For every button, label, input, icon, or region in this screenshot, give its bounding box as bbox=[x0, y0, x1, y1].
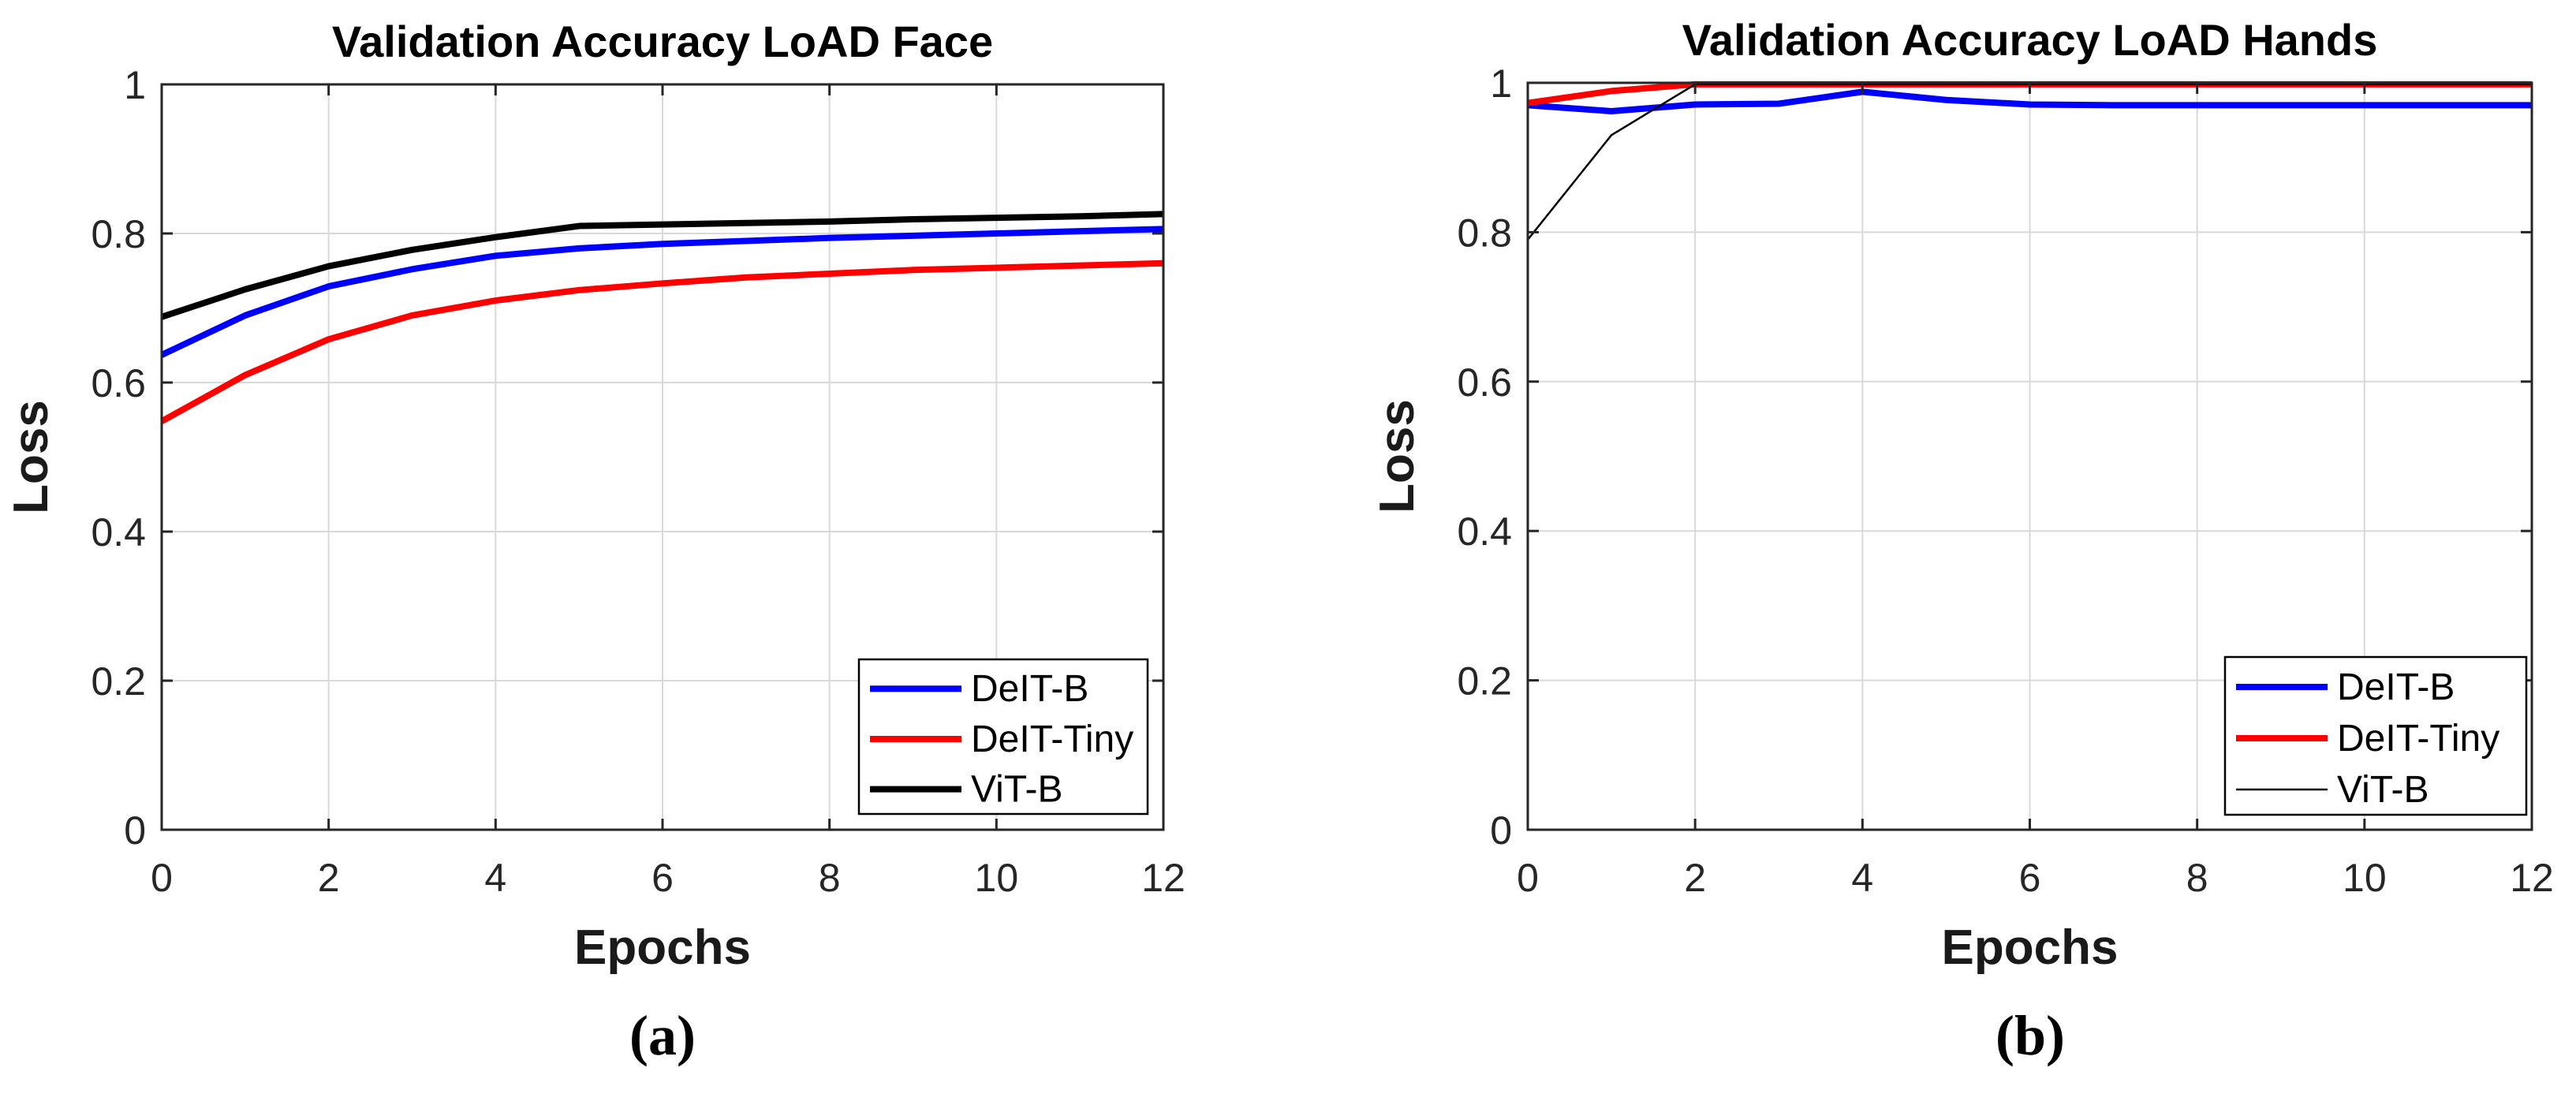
y-axis-label: Loss bbox=[1370, 399, 1424, 513]
xtick-label: 6 bbox=[2019, 856, 2041, 900]
ytick-label: 0.6 bbox=[91, 361, 146, 405]
ytick-label: 0 bbox=[1490, 808, 1512, 853]
ytick-label: 0.4 bbox=[91, 510, 146, 554]
x-axis-label: Epochs bbox=[574, 920, 751, 975]
ytick-label: 0.8 bbox=[1457, 211, 1512, 255]
xtick-label: 10 bbox=[975, 856, 1019, 900]
xtick-label: 0 bbox=[1517, 856, 1539, 900]
ytick-label: 1 bbox=[124, 63, 146, 107]
legend-label: DeIT-Tiny bbox=[2337, 718, 2499, 760]
chart-a-caption: (a) bbox=[629, 1004, 696, 1067]
series-line-0 bbox=[160, 226, 1164, 358]
xtick-label: 8 bbox=[2186, 856, 2208, 900]
ytick-label: 0.4 bbox=[1457, 510, 1512, 554]
ytick-label: 0.8 bbox=[91, 212, 146, 256]
chart-title: Validation Accuracy LoAD Hands bbox=[1682, 15, 2378, 65]
series-line-2 bbox=[160, 211, 1164, 320]
y-axis-label: Loss bbox=[4, 400, 58, 514]
series-line-1 bbox=[160, 259, 1164, 424]
ytick-label: 0.2 bbox=[91, 659, 146, 704]
xtick-label: 8 bbox=[819, 856, 841, 900]
xtick-label: 0 bbox=[151, 856, 173, 900]
xtick-label: 6 bbox=[651, 856, 674, 900]
legend-label: ViT-B bbox=[2337, 769, 2429, 811]
x-axis-label: Epochs bbox=[1942, 920, 2119, 975]
xtick-label: 2 bbox=[1684, 856, 1706, 900]
xtick-label: 4 bbox=[484, 856, 506, 900]
ytick-label: 0.2 bbox=[1457, 659, 1512, 704]
ytick-label: 0.6 bbox=[1457, 360, 1512, 405]
legend-label: DeIT-B bbox=[2337, 666, 2455, 708]
series-line-0 bbox=[1527, 88, 2532, 114]
chart-a-figure: 0 2 4 6 8 10 12 0 0.2 0.4 0.6 0.8 1 Validation Accura… bbox=[4, 17, 1185, 1067]
xtick-label: 12 bbox=[1141, 856, 1185, 900]
xtick-label: 4 bbox=[1851, 856, 1873, 900]
xtick-label: 12 bbox=[2510, 856, 2554, 900]
chart-a-canvas: 0 2 4 6 8 10 12 0 0.2 0.4 0.6 0.8 1 Validation Accura… bbox=[4, 17, 1185, 975]
chart-b-caption: (b) bbox=[1995, 1004, 2065, 1067]
legend-label: DeIT-B bbox=[971, 668, 1088, 710]
xtick-label: 10 bbox=[2343, 856, 2387, 900]
ytick-label: 1 bbox=[1490, 62, 1512, 106]
legend-label: ViT-B bbox=[971, 769, 1062, 811]
ytick-label: 0 bbox=[124, 808, 146, 853]
legend-label: DeIT-Tiny bbox=[971, 719, 1133, 760]
chart-title: Validation Accuracy LoAD Face bbox=[332, 17, 993, 66]
chart-b-figure: 0 2 4 6 8 10 12 0 0.2 0.4 0.6 0.8 1 Validation Accura… bbox=[1288, 0, 2576, 1105]
chart-b-canvas: 0 2 4 6 8 10 12 0 0.2 0.4 0.6 0.8 1 Validation Accura… bbox=[1370, 15, 2554, 975]
xtick-label: 2 bbox=[318, 856, 340, 900]
